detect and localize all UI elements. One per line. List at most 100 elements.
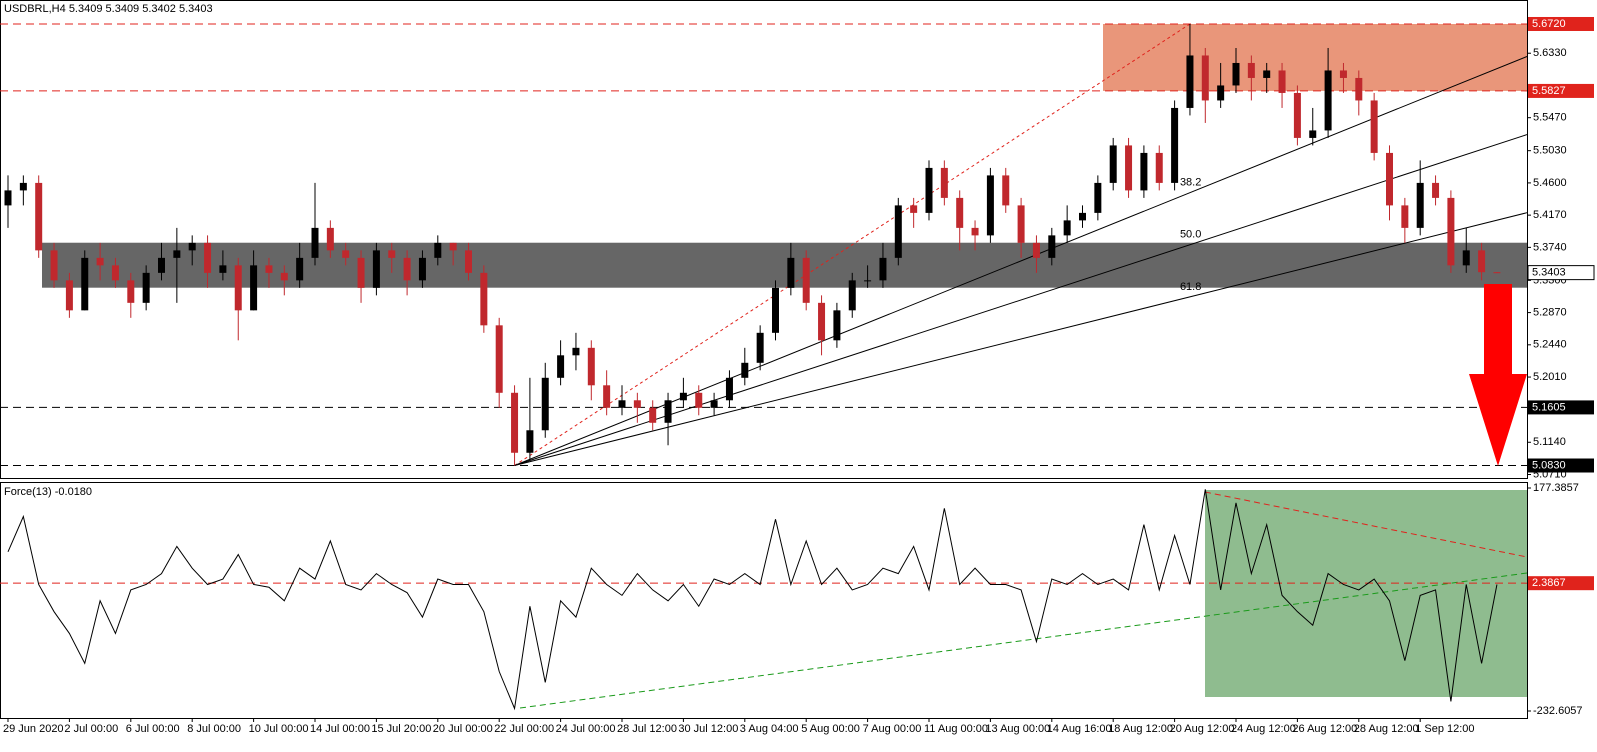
candle-body (342, 250, 350, 258)
candle-body (204, 242, 212, 273)
candle-body (465, 250, 472, 273)
zone (42, 242, 1527, 288)
candle-body (818, 302, 826, 341)
candle-body (1002, 175, 1010, 206)
candle-body (1048, 235, 1056, 258)
candle-body (910, 205, 918, 213)
candle-body (449, 242, 457, 251)
candle-body (1339, 70, 1347, 78)
candle-body (1293, 92, 1301, 138)
x-tick-label: 26 Aug 12:00 (1292, 723, 1357, 735)
candle-body (296, 257, 304, 281)
x-tick-label: 14 Aug 16:00 (1047, 723, 1112, 735)
candle-body (1140, 152, 1148, 191)
candle-body (1217, 85, 1225, 101)
candle-body (1155, 152, 1163, 183)
candle-body (986, 175, 994, 236)
candle-body (19, 182, 27, 191)
force-level-label: 2.3867 (1532, 577, 1566, 589)
level-label: 5.6720 (1532, 18, 1566, 30)
x-tick-label: 20 Jul 00:00 (433, 723, 493, 735)
fan-line (514, 134, 1528, 466)
x-tick-label: 30 Jul 12:00 (678, 723, 738, 735)
x-tick-label: 18 Aug 12:00 (1108, 723, 1173, 735)
candle-body (219, 265, 227, 273)
x-tick-label: 3 Aug 04:00 (740, 723, 799, 735)
x-tick-label: 1 Sep 12:00 (1415, 723, 1474, 735)
candle-body (603, 385, 611, 408)
x-tick-label: 14 Jul 00:00 (310, 723, 370, 735)
candle-body (940, 167, 948, 198)
candle-body (434, 242, 442, 258)
candle-body (1232, 62, 1240, 86)
candle-body (1278, 70, 1286, 93)
y-tick-label: 177.3857 (1533, 482, 1579, 494)
candle-body (403, 257, 411, 281)
zone (1103, 23, 1527, 91)
candle-body (1401, 205, 1409, 228)
fan-line (514, 212, 1528, 466)
candle-body (1355, 77, 1363, 101)
x-tick-label: 5 Aug 00:00 (801, 723, 860, 735)
x-tick-label: 10 Jul 00:00 (249, 723, 309, 735)
x-tick-label: 13 Aug 00:00 (985, 723, 1050, 735)
candle-body (725, 377, 733, 401)
level-label-box (1528, 458, 1594, 473)
current-price: 5.3403 (1532, 267, 1566, 279)
plot-layer: 5.6720 5.5827 5.1605 5.0830 5.6330 5.5470 5.50… (0, 16, 1595, 735)
candle-body (50, 250, 58, 281)
candle-body (280, 272, 288, 281)
symbol: USDBRL,H4 (4, 3, 66, 15)
candle-body (1171, 107, 1179, 183)
fan-label: 50.0 (1180, 229, 1201, 241)
candle-body (1017, 205, 1025, 243)
candle-body (388, 250, 396, 258)
candle-body (925, 167, 933, 213)
candle-body (265, 265, 273, 273)
candle-body (833, 310, 841, 341)
x-tick-label: 24 Jul 00:00 (556, 723, 616, 735)
y-tick-label: 5.1140 (1533, 436, 1566, 448)
price-box (1527, 265, 1595, 281)
level-label-box (1528, 16, 1594, 31)
candle-body (1263, 70, 1271, 78)
x-tick-label: 8 Jul 00:00 (187, 723, 241, 735)
price-title: USDBRL,H4 5.3409 5.3409 5.3402 5.3403 (4, 3, 213, 15)
candle-body (81, 257, 89, 311)
candle-body (142, 272, 150, 303)
candle-body (1462, 250, 1470, 266)
candle-body (173, 250, 181, 258)
candle-body (1447, 197, 1455, 266)
candle-body (326, 227, 334, 251)
x-tick-label: 6 Jul 00:00 (126, 723, 180, 735)
candle-body (1125, 145, 1133, 191)
candle-body (1201, 55, 1209, 101)
candle-body (511, 392, 519, 453)
candle-body (1324, 70, 1332, 131)
candle-body (1432, 182, 1440, 198)
y-tick-label: 5.0710 (1533, 468, 1567, 480)
candle-body (250, 265, 258, 311)
candle-body (879, 257, 887, 281)
level-label-box (1528, 83, 1594, 98)
fan-base (514, 23, 1191, 466)
level-label-box (1528, 400, 1594, 415)
candle-body (572, 347, 580, 356)
candle-body (695, 392, 703, 408)
candle-body (1109, 145, 1117, 183)
y-tick-label: 5.5030 (1533, 145, 1567, 157)
candle-body (1370, 100, 1378, 153)
candle-body (65, 280, 73, 311)
x-tick-label: 24 Aug 12:00 (1231, 723, 1296, 735)
candle-body (1032, 242, 1040, 258)
candle-body (541, 377, 549, 431)
y-tick-label: -232.6057 (1533, 705, 1583, 717)
candle-body (111, 265, 119, 281)
candle-body (1386, 152, 1393, 206)
candle-body (956, 197, 964, 228)
candle-body (418, 257, 426, 281)
force-panel (0, 482, 1528, 719)
candle-body (357, 257, 365, 288)
